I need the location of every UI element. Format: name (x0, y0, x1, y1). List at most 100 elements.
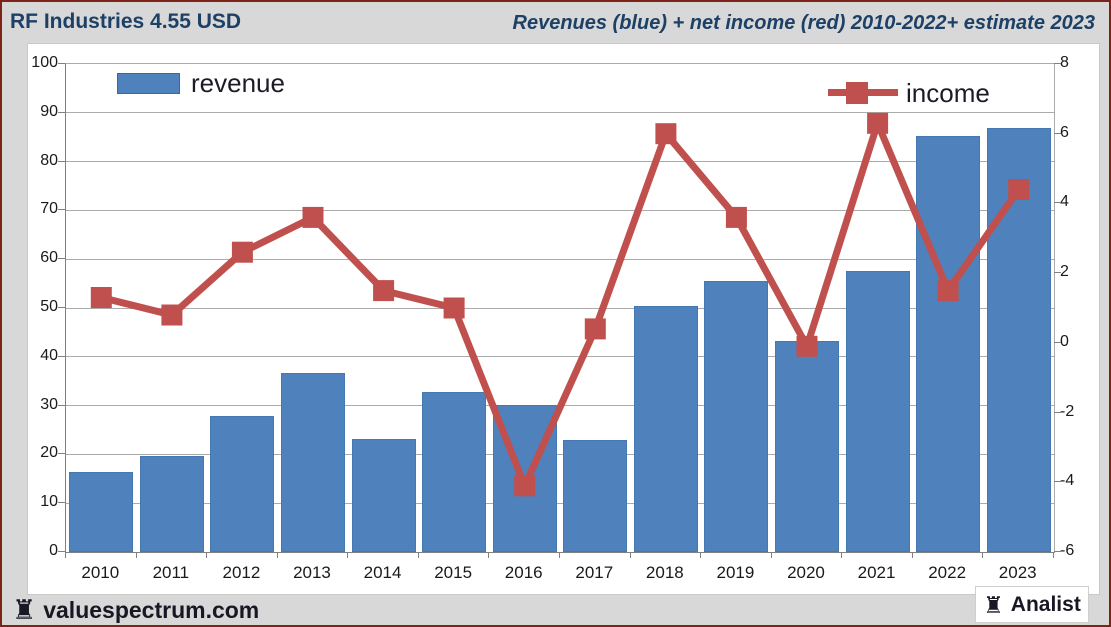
gridline (66, 112, 1054, 114)
page-title: RF Industries 4.55 USD (10, 10, 242, 33)
x-axis-tick (629, 552, 631, 558)
right-axis-tick (1054, 551, 1061, 552)
x-axis-label-2022: 2022 (928, 563, 967, 582)
left-axis-label: 0 (49, 542, 58, 559)
left-axis-tick (58, 258, 65, 260)
right-axis-label: 8 (1060, 54, 1069, 71)
right-axis-tick (1054, 63, 1061, 64)
left-axis-tick (58, 209, 65, 211)
right-axis-label: 6 (1060, 123, 1069, 141)
left-axis-tick (58, 307, 65, 308)
right-axis-label: 4 (1060, 193, 1069, 211)
x-axis-tick (135, 552, 137, 558)
rook-icon: ♜ (983, 591, 1004, 618)
legend-revenue: revenue (117, 68, 285, 98)
x-axis-label-2014: 2014 (363, 563, 402, 582)
legend-revenue-label: revenue (191, 68, 285, 98)
left-axis-label: 10 (40, 493, 58, 511)
x-axis-tick (770, 552, 772, 558)
legend-income: income (828, 78, 1008, 108)
revenue-bar-2021 (845, 270, 910, 552)
left-axis-tick (58, 111, 65, 113)
brand-label: valuespectrum.com (43, 596, 260, 623)
right-axis-tick (1054, 341, 1061, 343)
revenue-bar-2014 (351, 438, 416, 552)
left-axis-label: 40 (40, 346, 58, 364)
revenue-bar-2013 (281, 372, 345, 552)
left-axis-tick (58, 453, 65, 455)
x-axis-tick (982, 552, 984, 558)
x-axis-tick (417, 552, 419, 558)
income-point-2018 (655, 123, 677, 145)
x-axis-tick (911, 552, 913, 558)
x-axis-label-2010: 2010 (81, 563, 120, 582)
analist-badge: ♜ Analist (975, 586, 1089, 623)
right-axis-label: -2 (1060, 402, 1075, 420)
revenue-bar-2010 (69, 471, 134, 552)
x-axis-label-2016: 2016 (504, 563, 543, 582)
income-point-2021 (867, 112, 889, 134)
left-axis-tick (58, 502, 65, 504)
revenue-bar-2012 (210, 415, 275, 552)
x-axis-tick (841, 552, 843, 558)
badge-label: Analist (1010, 592, 1081, 616)
left-axis-tick (58, 63, 65, 64)
left-axis-label: 20 (40, 444, 58, 462)
x-axis-tick (700, 552, 702, 558)
plot-area (65, 63, 1055, 553)
left-axis-label: 90 (40, 102, 58, 120)
income-point-2010 (90, 287, 112, 308)
rook-icon: ♜ (12, 595, 37, 625)
left-axis-tick (58, 551, 65, 552)
x-axis-label-2018: 2018 (645, 563, 684, 582)
income-point-2017 (584, 318, 606, 340)
right-axis-tick (1054, 481, 1061, 483)
left-axis-tick (58, 404, 65, 406)
income-point-2014 (373, 280, 395, 302)
gridline (66, 161, 1054, 163)
left-axis-tick (58, 355, 65, 357)
x-axis-label-2023: 2023 (998, 563, 1037, 582)
income-marker-icon (846, 82, 868, 104)
right-axis-label: 0 (1060, 332, 1069, 350)
right-axis-label: -4 (1060, 472, 1075, 490)
revenue-swatch-icon (117, 72, 180, 94)
x-axis-label-2019: 2019 (716, 563, 755, 582)
left-axis-tick (58, 160, 65, 162)
left-axis-label: 60 (40, 249, 58, 267)
x-axis-label-2012: 2012 (222, 563, 261, 582)
revenue-bar-2011 (139, 456, 204, 552)
left-axis-label: 80 (40, 151, 58, 169)
x-axis-label-2017: 2017 (575, 563, 614, 582)
chart-subtitle: Revenues (blue) + net income (red) 2010-… (512, 12, 1096, 34)
revenue-bar-2017 (563, 440, 628, 552)
x-axis-label-2011: 2011 (152, 563, 190, 582)
revenue-bar-2015 (422, 391, 487, 552)
left-axis-label: 30 (40, 395, 58, 413)
revenue-bar-2016 (492, 404, 557, 552)
x-axis-tick (559, 552, 560, 558)
left-axis-label: 100 (31, 54, 58, 71)
right-axis-tick (1054, 132, 1061, 134)
left-axis-label: 50 (40, 298, 58, 315)
x-axis-tick (276, 552, 278, 558)
x-axis-label-2013: 2013 (293, 563, 331, 582)
revenue-bar-2019 (704, 280, 769, 552)
revenue-bar-2022 (916, 135, 981, 552)
revenue-bar-2023 (986, 128, 1051, 552)
gridline (66, 209, 1054, 211)
right-axis-tick (1054, 202, 1061, 204)
right-axis-tick (1054, 272, 1061, 274)
x-axis-label-2021: 2021 (857, 563, 896, 582)
revenue-bar-2018 (633, 305, 698, 552)
x-axis-tick (206, 552, 208, 558)
x-axis-label-2015: 2015 (434, 563, 473, 582)
x-axis-label-2020: 2020 (787, 563, 825, 582)
legend-income-label: income (906, 78, 990, 108)
left-axis-label: 70 (40, 200, 58, 218)
gridline (66, 258, 1054, 260)
right-axis-tick (1054, 411, 1061, 413)
brand: ♜ valuespectrum.com (12, 596, 259, 624)
right-axis-label: 2 (1060, 263, 1069, 281)
